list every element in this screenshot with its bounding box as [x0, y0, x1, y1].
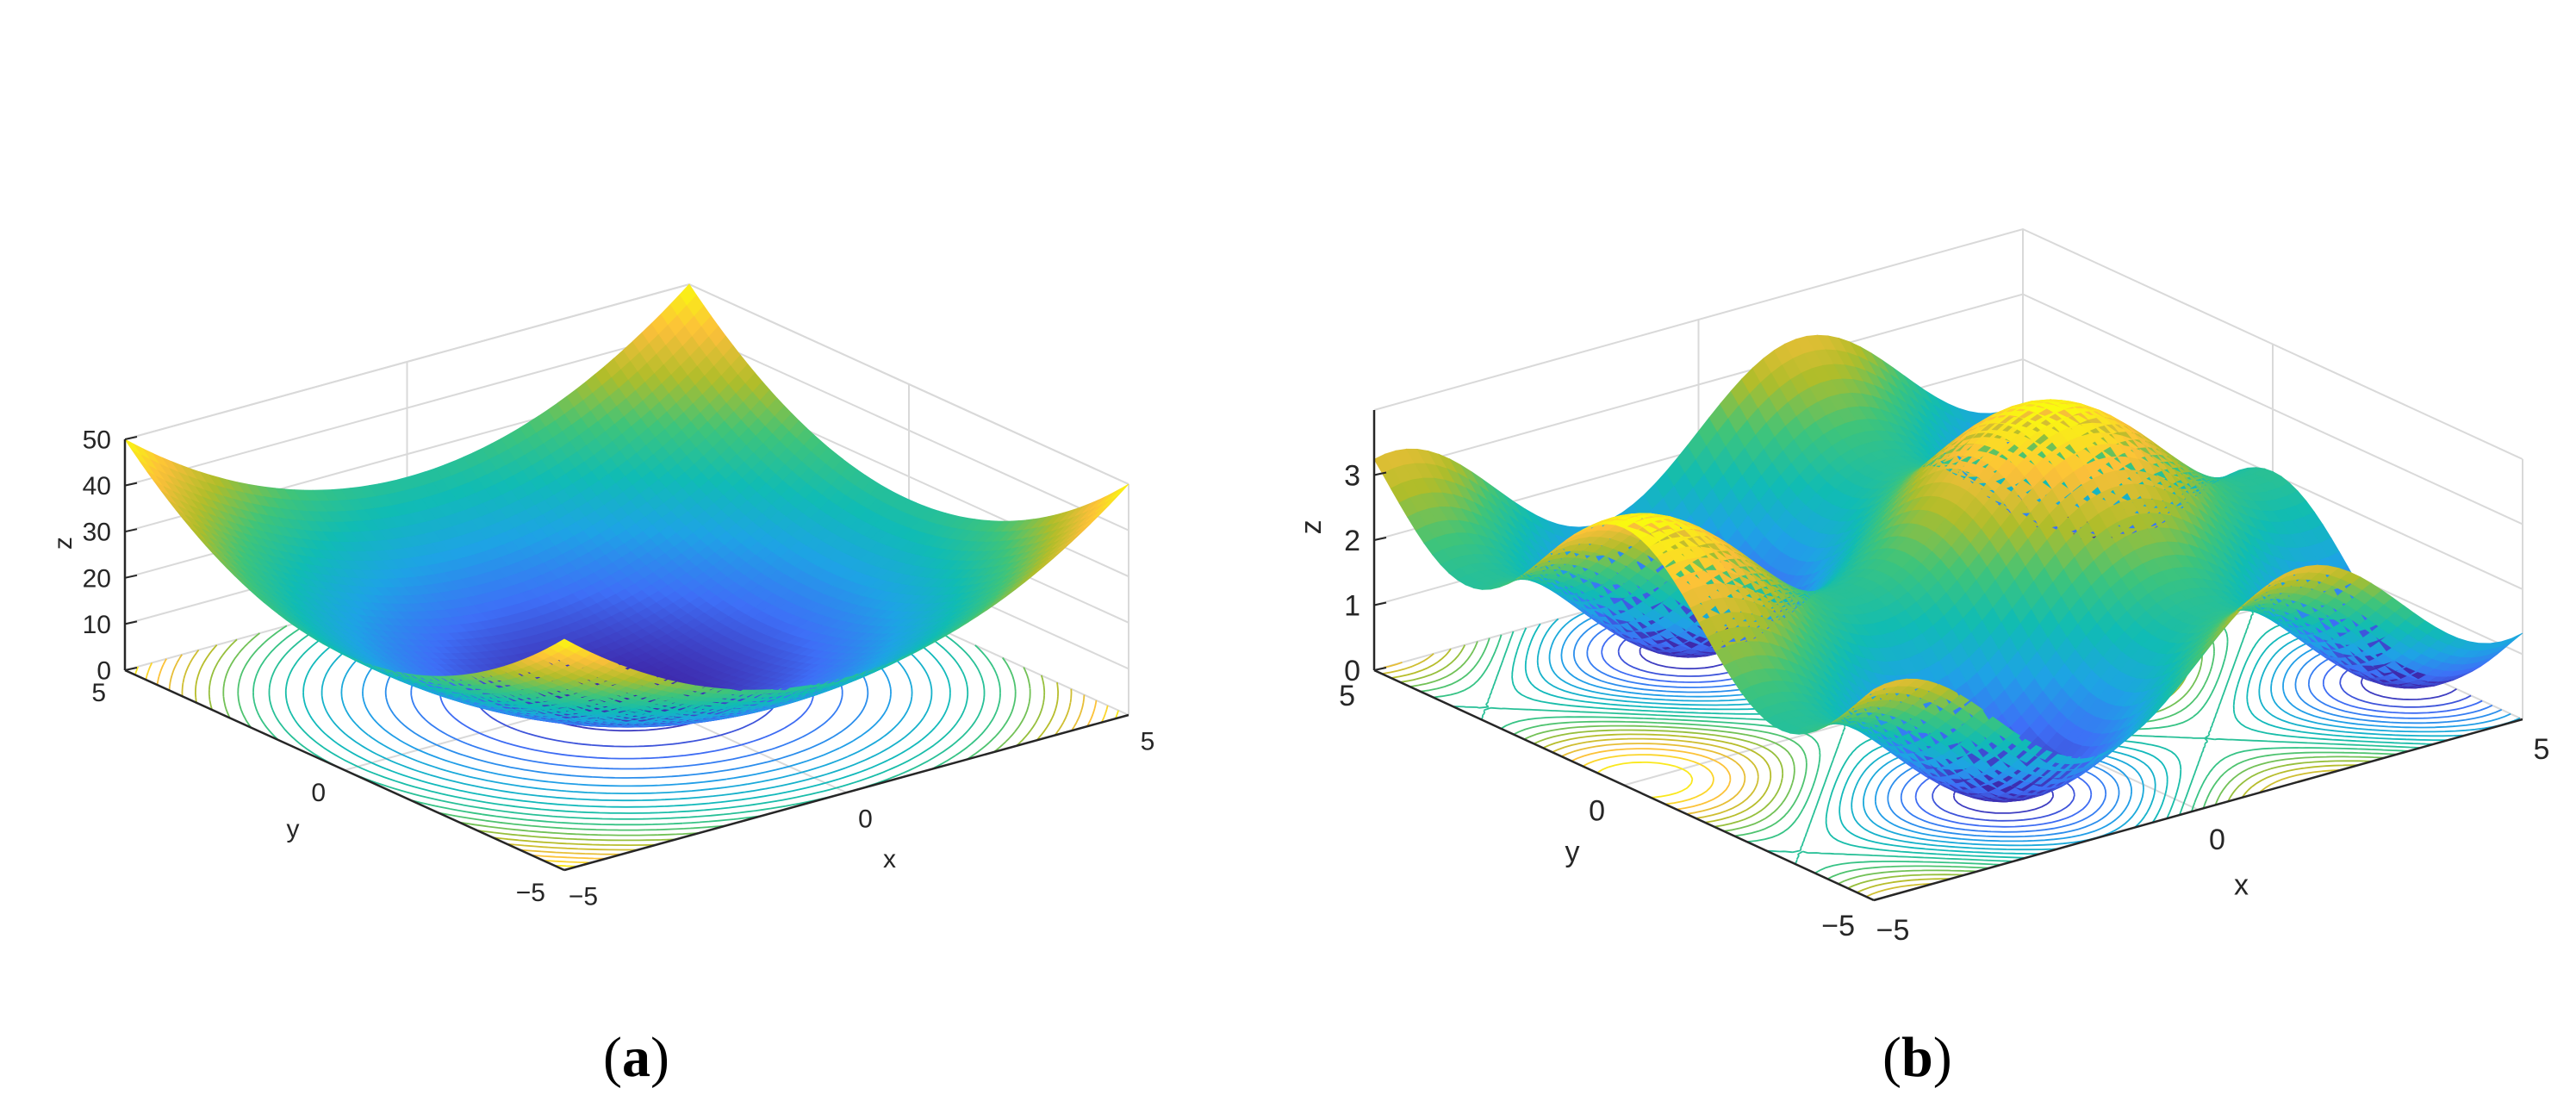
z-tick-mark [124, 667, 138, 671]
x-axis-label: x [883, 845, 896, 874]
y-axis-line [124, 668, 565, 872]
axis-labels: z x y [49, 537, 896, 874]
z-tick-label: 0 [96, 657, 111, 686]
z-tick-mark [124, 482, 138, 487]
z-tick-label: 20 [83, 564, 111, 593]
z-tick-mark [124, 436, 138, 440]
z-tick-label: 50 [83, 426, 111, 455]
z-tick-mark [124, 620, 138, 625]
axis-lines [123, 439, 1129, 872]
panel-b: 0 1 2 3 −5 0 5 −5 0 5 z x y (b) [1288, 0, 2576, 1113]
z-tick-label: 30 [83, 519, 111, 547]
x-tick-label: 5 [1141, 728, 1155, 756]
x-axis-line [563, 713, 1129, 872]
panel-a: 0 10 20 30 40 50 −5 0 5 −5 0 5 z x y (a) [49, 283, 1155, 1089]
surface [1373, 334, 2523, 803]
z-tick-mark [124, 574, 138, 579]
y-tick-label: 0 [311, 779, 326, 807]
subcaption-a: (a) [603, 1026, 669, 1089]
y-axis-label: y [287, 815, 300, 843]
surface [124, 283, 1129, 728]
x-tick-label: −5 [569, 883, 598, 911]
surface-patch [1111, 483, 1129, 500]
z-tick-mark [124, 528, 138, 533]
y-tick-label: 5 [91, 679, 106, 707]
z-tick-label: 40 [83, 472, 111, 501]
z-tick-label: 10 [83, 611, 111, 639]
x-tick-label: 0 [858, 805, 873, 834]
contour-line [168, 530, 1086, 855]
y-tick-label: −5 [516, 879, 545, 907]
z-axis-label: z [49, 537, 78, 550]
